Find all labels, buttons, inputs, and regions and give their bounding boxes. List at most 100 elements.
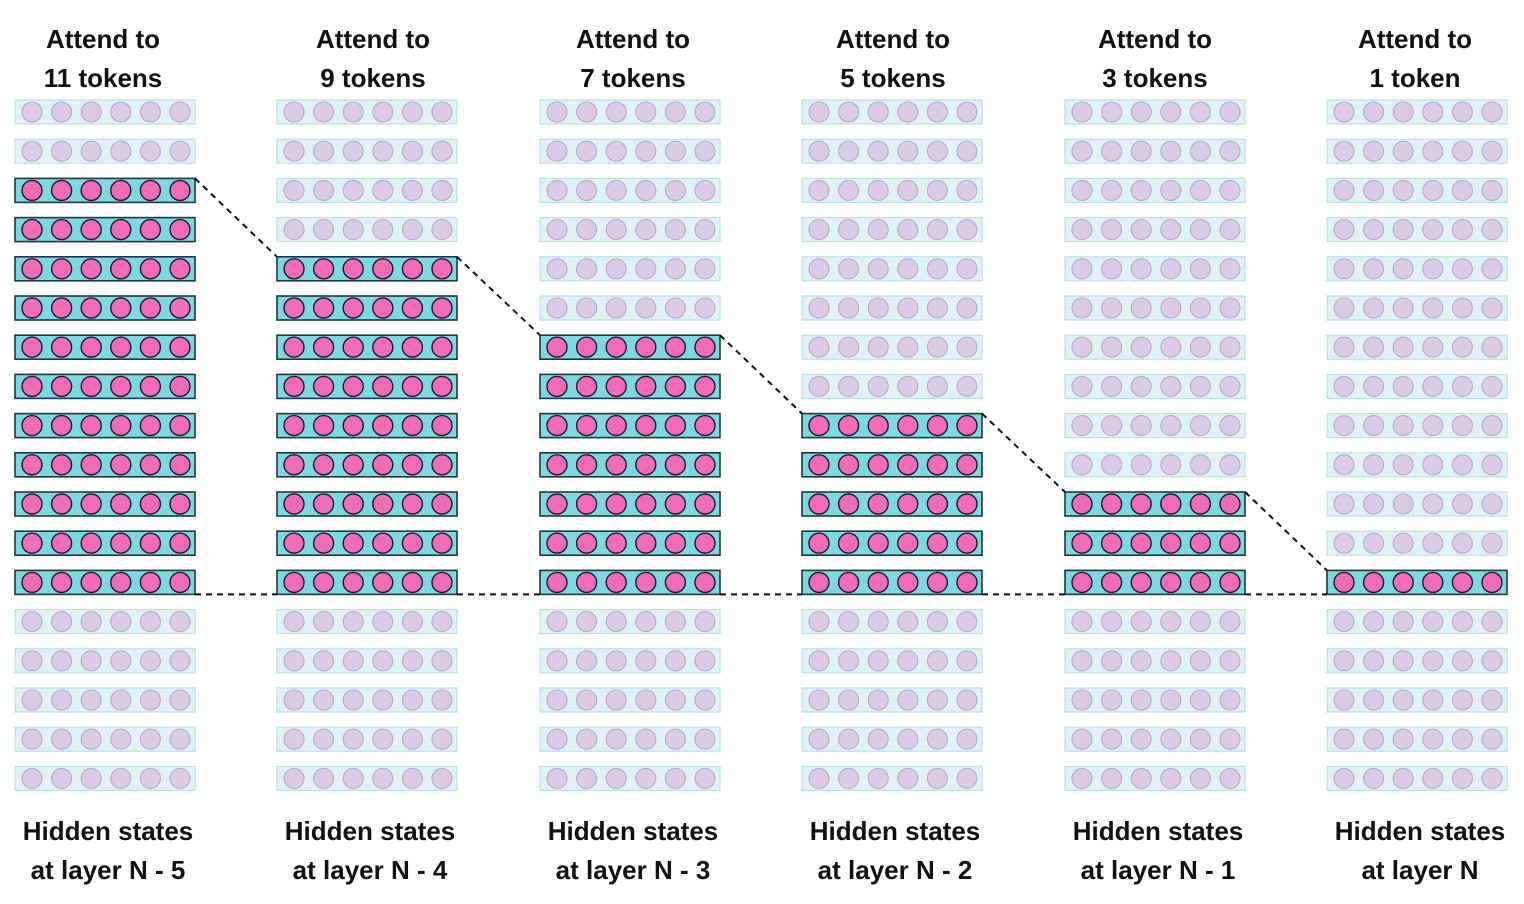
hidden-dim-dot (1101, 219, 1123, 241)
hidden-dim-dot (1363, 728, 1385, 750)
hidden-dim-dot (1333, 415, 1355, 437)
hidden-dim-dot (1219, 375, 1241, 397)
hidden-dim-dot (1481, 297, 1503, 319)
column-caption-layer-n-1: Hidden states at layer N - 1 (1072, 816, 1244, 885)
hidden-dim-dot (1219, 650, 1241, 672)
hidden-dim-dot (605, 101, 627, 123)
token-box (801, 256, 983, 282)
hidden-dim-dot (546, 728, 568, 750)
hidden-dim-dot (546, 297, 568, 319)
hidden-dim-dot (867, 179, 889, 201)
attended-token-vector (1064, 530, 1246, 557)
hidden-dim-dot (1451, 258, 1473, 280)
column-title-layer-n-4: Attend to 9 tokens (315, 24, 431, 93)
token-vector (14, 765, 196, 792)
token-vector (1326, 99, 1508, 125)
token-vector (1064, 452, 1246, 478)
hidden-dim-dot (1219, 219, 1241, 241)
hidden-dim-dot (926, 767, 948, 789)
hidden-dim-dot (342, 728, 364, 750)
hidden-dim-dot (575, 375, 598, 398)
hidden-dim-dot (1101, 767, 1123, 789)
attended-token-vector (1064, 569, 1246, 596)
hidden-dim-dot (546, 219, 568, 241)
hidden-dim-dot (1219, 532, 1241, 554)
hidden-dim-dot (1101, 689, 1123, 711)
hidden-dim-dot (1160, 493, 1182, 515)
token-box (1326, 765, 1508, 792)
hidden-dim-dot (546, 336, 568, 358)
token-box (14, 648, 196, 674)
hidden-dim-dot (80, 218, 102, 241)
hidden-dim-dot (694, 571, 716, 594)
hidden-dim-dot (1451, 454, 1473, 476)
hidden-dim-dot (372, 689, 394, 711)
token-vector (801, 138, 983, 164)
token-box (1064, 99, 1246, 125)
hidden-dim-dot (926, 258, 948, 280)
hidden-dim-dot (21, 258, 43, 280)
token-box (801, 726, 983, 752)
token-vector (1326, 295, 1508, 321)
hidden-dim-dot (50, 258, 73, 280)
hidden-dim-dot (1392, 571, 1414, 594)
hidden-dim-dot (1130, 297, 1152, 319)
token-box (539, 608, 721, 635)
hidden-dim-dot (1481, 767, 1503, 789)
hidden-dim-dot (897, 532, 919, 554)
hidden-dim-dot (110, 728, 132, 750)
hidden-dim-dot (139, 375, 162, 398)
hidden-dim-dot (110, 689, 132, 711)
hidden-dim-dot (51, 140, 73, 162)
hidden-dim-dot (1189, 493, 1212, 515)
hidden-dim-dot (664, 650, 686, 672)
hidden-dim-dot (401, 571, 424, 594)
hidden-dim-dot (1481, 571, 1503, 594)
hidden-dim-dot (546, 689, 568, 711)
token-vector (276, 177, 458, 203)
hidden-dim-dot (431, 101, 453, 123)
hidden-dim-dot (1392, 258, 1414, 280)
hidden-dim-dot (372, 728, 394, 750)
hidden-dim-dot (1451, 611, 1473, 633)
hidden-dim-dot (694, 493, 716, 515)
hidden-dim-dot (1333, 297, 1355, 319)
token-box (14, 569, 196, 596)
token-box (1064, 452, 1246, 478)
hidden-dim-dot (1071, 179, 1093, 201)
hidden-dim-dot (576, 258, 598, 280)
token-box (1326, 608, 1508, 635)
hidden-dim-dot (1219, 101, 1241, 123)
hidden-dim-dot (1422, 336, 1444, 358)
token-box (1326, 99, 1508, 125)
hidden-dim-dot (1392, 336, 1414, 358)
token-vector (1064, 726, 1246, 752)
hidden-dim-dot (635, 454, 657, 476)
hidden-dim-dot (1392, 140, 1414, 162)
hidden-dim-dot (21, 728, 43, 750)
hidden-dim-dot (51, 728, 73, 750)
hidden-dim-dot (635, 689, 657, 711)
hidden-dim-dot (50, 571, 73, 594)
token-vector (1326, 687, 1508, 713)
hidden-dim-dot (169, 414, 191, 437)
hidden-dim-dot (50, 336, 73, 358)
hidden-dim-dot (1333, 179, 1355, 201)
hidden-dim-dot (80, 728, 102, 750)
hidden-dim-dot (372, 571, 394, 594)
hidden-dim-dot (605, 454, 627, 476)
hidden-dim-dot (1333, 258, 1355, 280)
hidden-dim-dot (51, 611, 73, 633)
hidden-dim-dot (956, 101, 978, 123)
hidden-dim-dot (139, 611, 161, 633)
token-vector (276, 765, 458, 792)
hidden-dim-dot (1451, 650, 1473, 672)
token-vector (14, 138, 196, 164)
hidden-dim-dot (1189, 767, 1211, 789)
hidden-dim-dot (169, 454, 191, 476)
hidden-dim-dot (1189, 454, 1211, 476)
hidden-dim-dot (313, 140, 335, 162)
hidden-dim-dot (1481, 219, 1503, 241)
window-top-connector (981, 412, 1066, 493)
hidden-dim-dot (1422, 689, 1444, 711)
